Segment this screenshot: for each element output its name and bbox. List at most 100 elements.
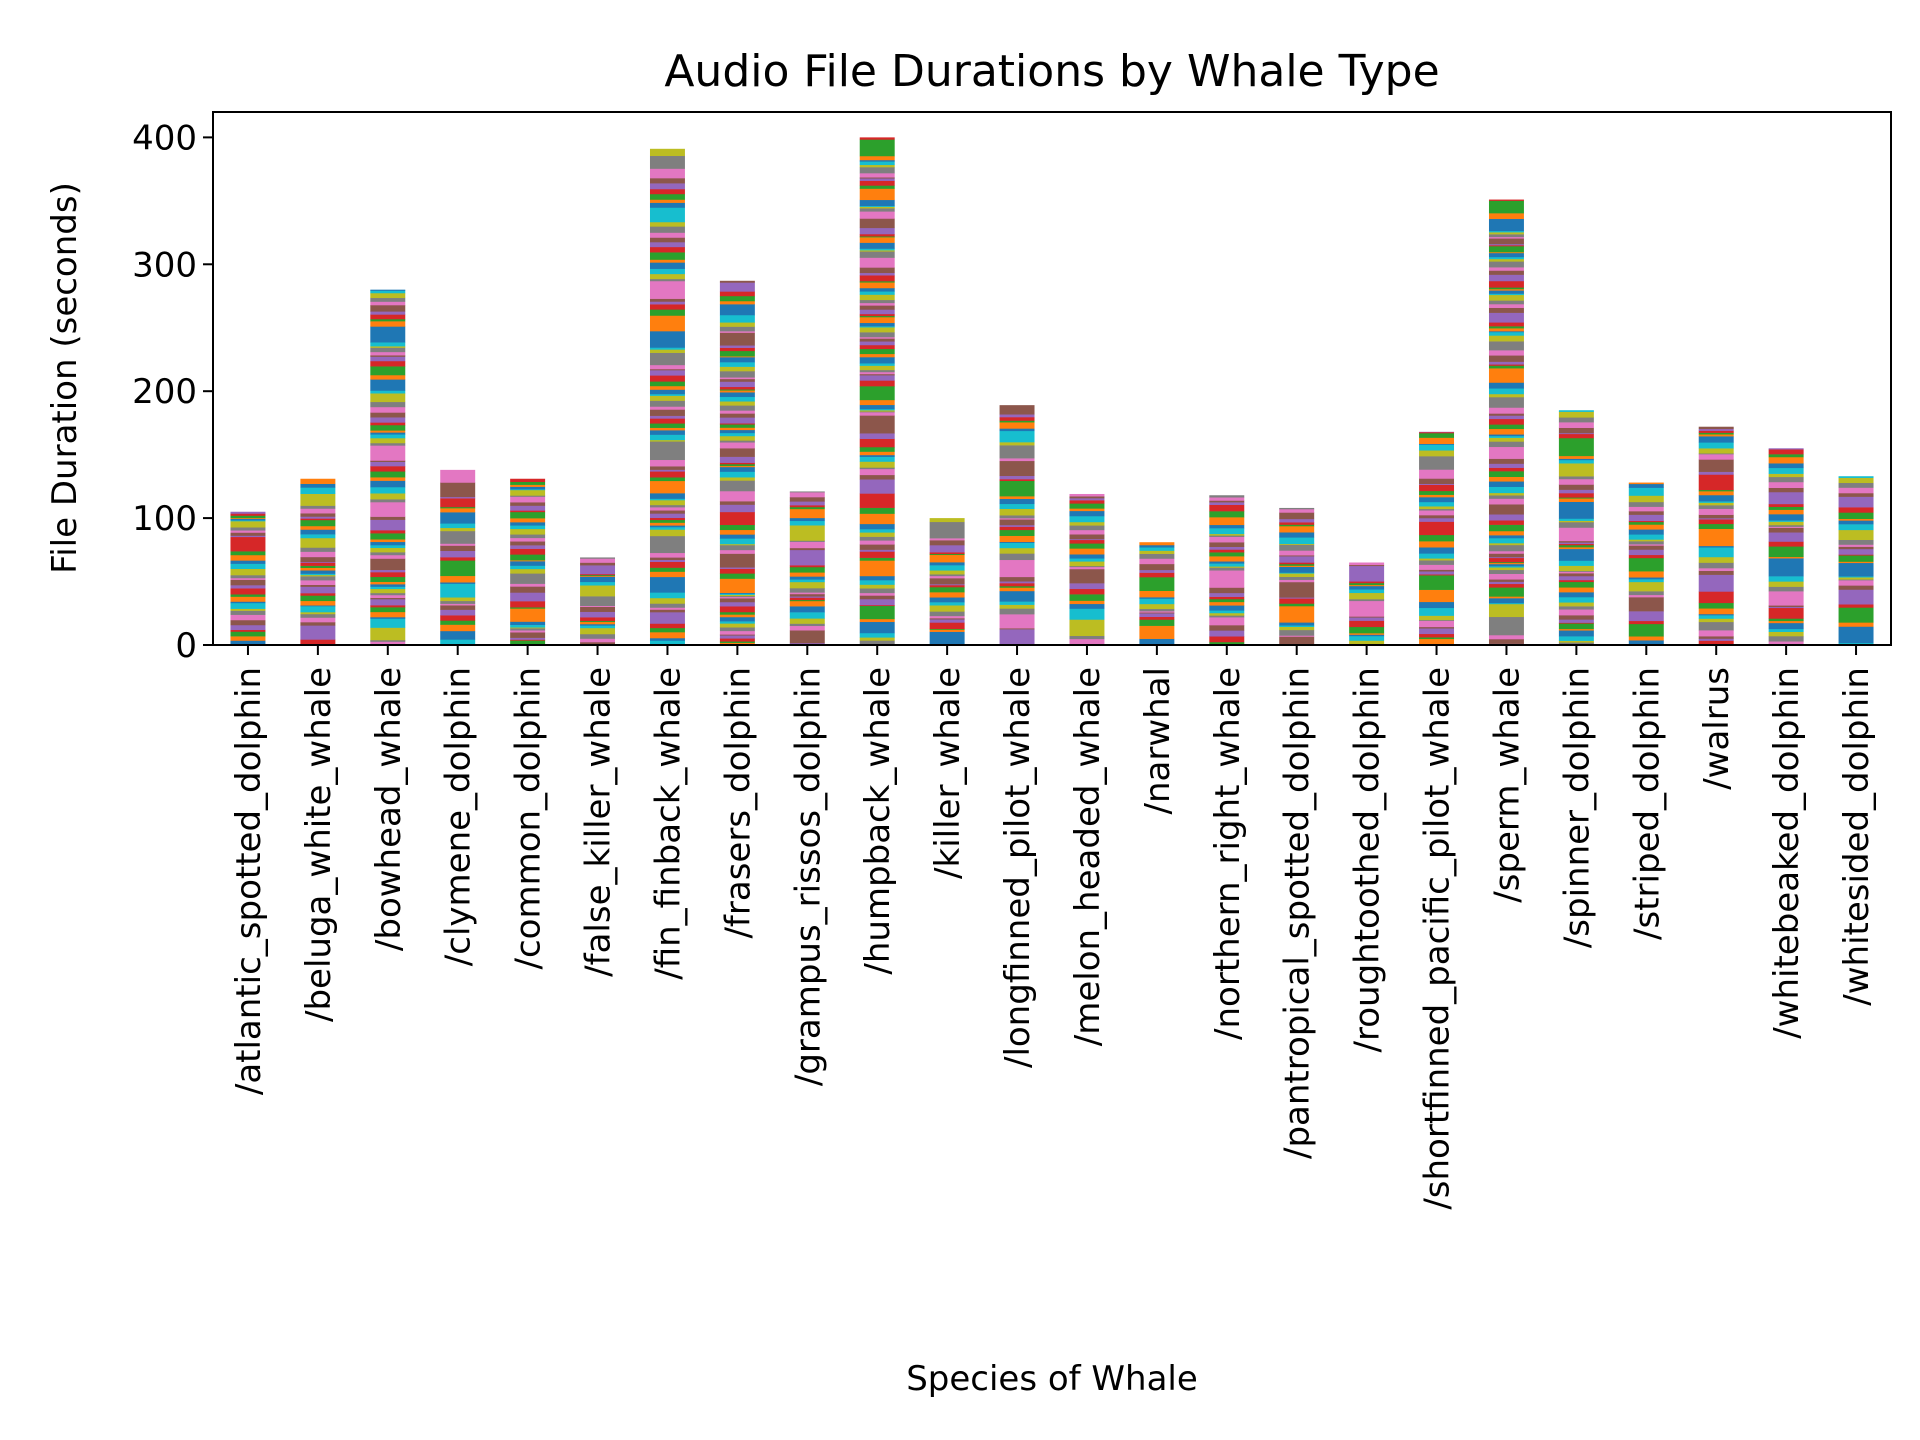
bar-segment (649, 298, 685, 302)
category-label: /humpback_whale (858, 667, 898, 975)
bar-segment (1209, 630, 1245, 637)
bar-segment (859, 353, 895, 358)
category-label: /fin_finback_whale (648, 667, 688, 980)
bar-segment (1838, 554, 1874, 556)
bar-segment (370, 417, 406, 423)
bar-segment (1698, 434, 1734, 437)
bar-segment (510, 481, 546, 485)
bar-segment (1768, 556, 1804, 559)
bar-segment (929, 565, 965, 571)
bar-segment (649, 395, 685, 401)
bar-segment (1628, 557, 1664, 572)
bar-segment (859, 604, 895, 607)
bar-segment (719, 549, 755, 554)
bar-segment (1209, 552, 1245, 557)
bar-segment (1488, 524, 1524, 532)
bar-segment (859, 549, 895, 552)
bar-segment (1838, 585, 1874, 590)
bar-segment (510, 640, 546, 646)
bar-segment (649, 202, 685, 208)
bar-segment (1139, 577, 1175, 591)
bar-segment (1349, 585, 1385, 590)
bar-segment (999, 496, 1035, 500)
bar-segment (440, 583, 476, 598)
bar-segment (1488, 566, 1524, 568)
bar-segment (1349, 582, 1385, 586)
bar-segment (300, 570, 336, 574)
bar-segment (370, 366, 406, 376)
bar-segment (580, 623, 616, 626)
bar-segment (300, 487, 336, 494)
bar-segment (1139, 544, 1175, 548)
bar-segment (300, 562, 336, 566)
bar-segment (370, 554, 406, 559)
bar-segment (1768, 506, 1804, 510)
bar-segment (859, 322, 895, 327)
bar-segment (859, 560, 895, 577)
bar-segment (1628, 511, 1664, 515)
bar-segment (999, 420, 1035, 423)
bar-segment (370, 499, 406, 503)
bar-segment (1349, 581, 1385, 584)
bar-segment (230, 619, 266, 626)
bar-segment (999, 590, 1035, 602)
bar-segment (1488, 504, 1524, 515)
bar-segment (1279, 562, 1315, 565)
bar-segment (370, 356, 406, 362)
bar-segment (580, 620, 616, 623)
bar-segment (1488, 397, 1524, 408)
bar-segment (580, 557, 616, 559)
bar-segment (580, 585, 616, 597)
bar-segment (789, 517, 825, 522)
bar-segment (649, 603, 685, 608)
bar-segment (230, 530, 266, 533)
bar-segment (300, 595, 336, 602)
bar-segment (1838, 507, 1874, 513)
bar-segment (370, 374, 406, 380)
bar-segment (859, 557, 895, 561)
category-label: /common_dolphin (509, 667, 549, 970)
bar-segment (1349, 635, 1385, 641)
bar-segment (859, 188, 895, 201)
bar-segment (510, 586, 546, 593)
bar-segment (859, 580, 895, 585)
bar (649, 148, 685, 646)
bar-segment (859, 299, 895, 304)
bar-segment (929, 615, 965, 619)
bar-segment (1768, 581, 1804, 587)
bar-segment (1838, 561, 1874, 564)
bar-segment (1419, 569, 1455, 572)
bar-segment (719, 538, 755, 545)
bar-segment (1139, 597, 1175, 599)
bar-segment (1558, 581, 1594, 588)
bar-segment (510, 607, 546, 609)
bar-segment (300, 483, 336, 488)
bar-segment (929, 518, 965, 523)
bar-segment (1488, 638, 1524, 644)
bar-segment (1838, 476, 1874, 478)
bar-segment (1768, 463, 1804, 469)
bar (1419, 431, 1455, 646)
bar-segment (370, 588, 406, 594)
bar-segment (230, 511, 266, 514)
bar-segment (999, 586, 1035, 588)
bar-segment (999, 628, 1035, 630)
y-tick-label: 300 (132, 245, 197, 285)
bar-segment (929, 622, 965, 629)
bar-segment (719, 435, 755, 441)
bar-segment (1488, 486, 1524, 494)
bar-segment (1628, 571, 1664, 578)
bar-segment (789, 541, 825, 549)
bar-segment (370, 445, 406, 461)
bar-segment (859, 446, 895, 452)
bar-segment (789, 566, 825, 573)
bar-segment (1209, 587, 1245, 594)
bar-segment (649, 526, 685, 530)
bar-segment (1139, 542, 1175, 546)
bar-segment (370, 314, 406, 320)
bar-segment (789, 549, 825, 566)
bar-segment (1488, 579, 1524, 582)
bar-segment (1488, 467, 1524, 472)
bar-segment (649, 262, 685, 269)
bar-segment (859, 454, 895, 457)
